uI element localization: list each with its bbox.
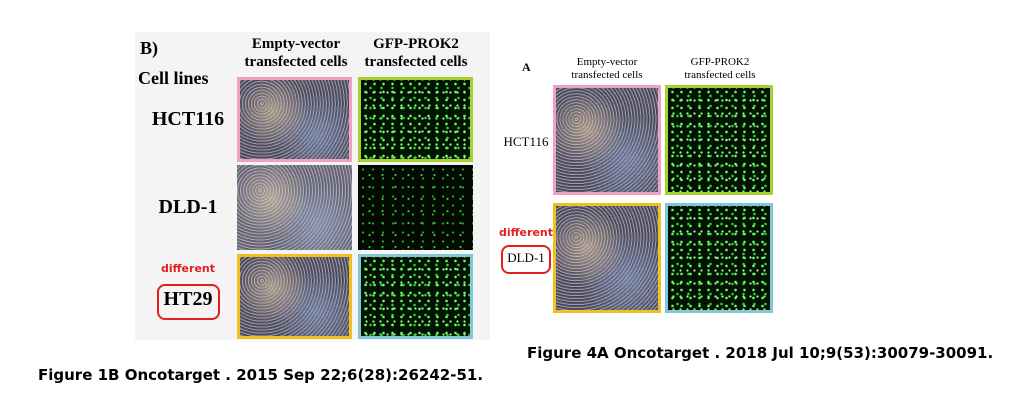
column-header: Empty-vector bbox=[251, 36, 341, 52]
column-header: transfected cells bbox=[244, 54, 348, 70]
micrograph bbox=[358, 77, 473, 162]
column-header: Empty-vector bbox=[576, 56, 638, 68]
micrograph bbox=[553, 85, 661, 195]
micrograph bbox=[237, 254, 352, 339]
annotation: different bbox=[161, 262, 215, 275]
row-label: HCT116 bbox=[503, 134, 549, 149]
micrograph bbox=[237, 77, 352, 162]
caption: Figure 4A Oncotarget . 2018 Jul 10;9(53)… bbox=[527, 344, 994, 362]
micrograph bbox=[358, 165, 473, 250]
row-header: Cell lines bbox=[138, 68, 209, 88]
panel-label: A bbox=[522, 60, 531, 74]
micrograph bbox=[237, 165, 352, 250]
micrograph bbox=[665, 203, 773, 313]
highlight-box bbox=[157, 284, 220, 320]
column-header: GFP-PROK2 bbox=[373, 36, 459, 52]
column-header: transfected cells bbox=[684, 69, 756, 81]
row-label: HT29 bbox=[163, 288, 213, 310]
column-header: GFP-PROK2 bbox=[690, 56, 750, 68]
row-label: DLD-1 bbox=[507, 250, 545, 265]
caption: Figure 1B Oncotarget . 2015 Sep 22;6(28)… bbox=[38, 366, 484, 384]
annotation: different bbox=[499, 226, 553, 239]
row-label: HCT116 bbox=[151, 108, 225, 130]
column-header: transfected cells bbox=[571, 69, 643, 81]
row-label: DLD-1 bbox=[158, 196, 218, 218]
panel-label: B) bbox=[140, 38, 158, 58]
highlight-box bbox=[501, 245, 551, 274]
micrograph bbox=[358, 254, 473, 339]
column-header: transfected cells bbox=[364, 54, 468, 70]
micrograph bbox=[553, 203, 661, 313]
micrograph bbox=[665, 85, 773, 195]
